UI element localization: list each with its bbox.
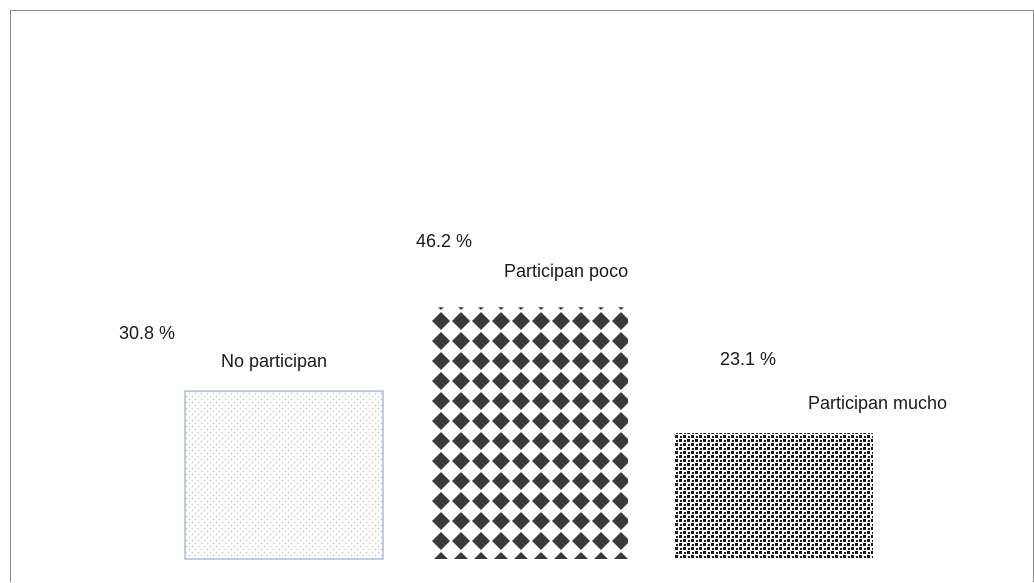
value-label: 30.8 % bbox=[119, 323, 175, 343]
chart-frame: 30.8 % No participan 46.2 % Participan poco… bbox=[10, 10, 1034, 582]
bar-participan-poco bbox=[430, 307, 628, 559]
category-label: Participan mucho bbox=[808, 393, 947, 413]
value-label: 23.1 % bbox=[720, 349, 776, 369]
value-label: 46.2 % bbox=[416, 231, 472, 251]
bar-participan-mucho bbox=[675, 433, 873, 559]
bar-chart: 30.8 % No participan 46.2 % Participan poco… bbox=[119, 231, 947, 560]
bar-no-participan bbox=[184, 390, 384, 560]
category-label: No participan bbox=[221, 351, 327, 371]
category-label: Participan poco bbox=[504, 261, 628, 281]
